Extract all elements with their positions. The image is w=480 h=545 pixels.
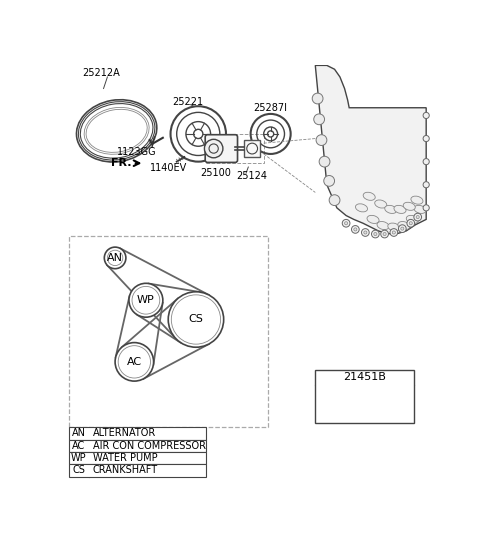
Text: FR.: FR. <box>111 158 132 168</box>
Circle shape <box>423 136 429 142</box>
Circle shape <box>423 159 429 165</box>
Circle shape <box>423 205 429 211</box>
Circle shape <box>312 93 323 104</box>
Bar <box>315 370 414 423</box>
Polygon shape <box>315 65 426 234</box>
Text: AN: AN <box>72 428 86 439</box>
Circle shape <box>345 222 348 225</box>
Bar <box>69 452 206 464</box>
Text: AC: AC <box>72 441 85 451</box>
Circle shape <box>115 343 154 381</box>
Circle shape <box>361 229 369 237</box>
Text: 25100: 25100 <box>200 168 230 178</box>
Circle shape <box>168 292 224 347</box>
Text: 25221: 25221 <box>173 96 204 107</box>
Text: AN: AN <box>107 253 123 263</box>
Circle shape <box>204 140 223 158</box>
Text: CS: CS <box>72 465 85 475</box>
Circle shape <box>372 230 379 238</box>
Ellipse shape <box>388 223 400 231</box>
Text: AIR CON COMPRESSOR: AIR CON COMPRESSOR <box>93 441 206 451</box>
Text: 1123GG: 1123GG <box>117 147 156 156</box>
Ellipse shape <box>394 205 406 214</box>
Circle shape <box>398 225 406 233</box>
Circle shape <box>416 216 419 219</box>
Circle shape <box>423 181 429 188</box>
Text: WATER PUMP: WATER PUMP <box>93 453 157 463</box>
Text: 1140EV: 1140EV <box>150 163 188 173</box>
Circle shape <box>401 227 404 230</box>
Circle shape <box>316 135 327 146</box>
Circle shape <box>329 195 340 205</box>
Circle shape <box>118 346 151 378</box>
Circle shape <box>381 230 388 238</box>
Bar <box>244 140 260 157</box>
Circle shape <box>364 231 367 234</box>
Ellipse shape <box>367 215 379 223</box>
Ellipse shape <box>403 202 415 210</box>
Ellipse shape <box>375 200 387 208</box>
Circle shape <box>414 213 421 221</box>
Circle shape <box>319 156 330 167</box>
Circle shape <box>324 175 335 186</box>
Text: 25124: 25124 <box>237 171 268 180</box>
Ellipse shape <box>414 205 426 214</box>
Bar <box>69 427 206 440</box>
Circle shape <box>374 233 377 235</box>
FancyBboxPatch shape <box>205 135 238 162</box>
Circle shape <box>132 286 160 314</box>
Circle shape <box>129 283 163 317</box>
Text: WP: WP <box>137 295 155 305</box>
Circle shape <box>351 226 359 233</box>
Text: 25212A: 25212A <box>83 68 120 78</box>
Ellipse shape <box>385 205 397 214</box>
Circle shape <box>171 295 221 344</box>
Bar <box>69 440 206 452</box>
Text: 25287I: 25287I <box>253 103 288 113</box>
Circle shape <box>392 231 396 234</box>
Circle shape <box>390 229 398 237</box>
Text: ALTERNATOR: ALTERNATOR <box>93 428 156 439</box>
Ellipse shape <box>406 215 419 223</box>
Text: WP: WP <box>71 453 87 463</box>
Text: CS: CS <box>189 314 204 324</box>
Ellipse shape <box>411 196 423 204</box>
Circle shape <box>104 247 126 269</box>
Circle shape <box>354 228 357 231</box>
Circle shape <box>409 222 412 225</box>
Bar <box>206 134 264 163</box>
Text: 21451B: 21451B <box>343 372 386 382</box>
Bar <box>69 237 267 427</box>
Ellipse shape <box>356 204 368 212</box>
Circle shape <box>423 112 429 118</box>
Ellipse shape <box>377 221 389 229</box>
Circle shape <box>407 220 415 227</box>
Circle shape <box>383 233 386 235</box>
Circle shape <box>314 114 324 125</box>
Ellipse shape <box>363 192 375 201</box>
Circle shape <box>342 220 350 227</box>
Text: CRANKSHAFT: CRANKSHAFT <box>93 465 158 475</box>
Circle shape <box>108 250 123 265</box>
Text: AC: AC <box>127 357 142 367</box>
Bar <box>69 464 206 476</box>
Ellipse shape <box>398 221 410 229</box>
